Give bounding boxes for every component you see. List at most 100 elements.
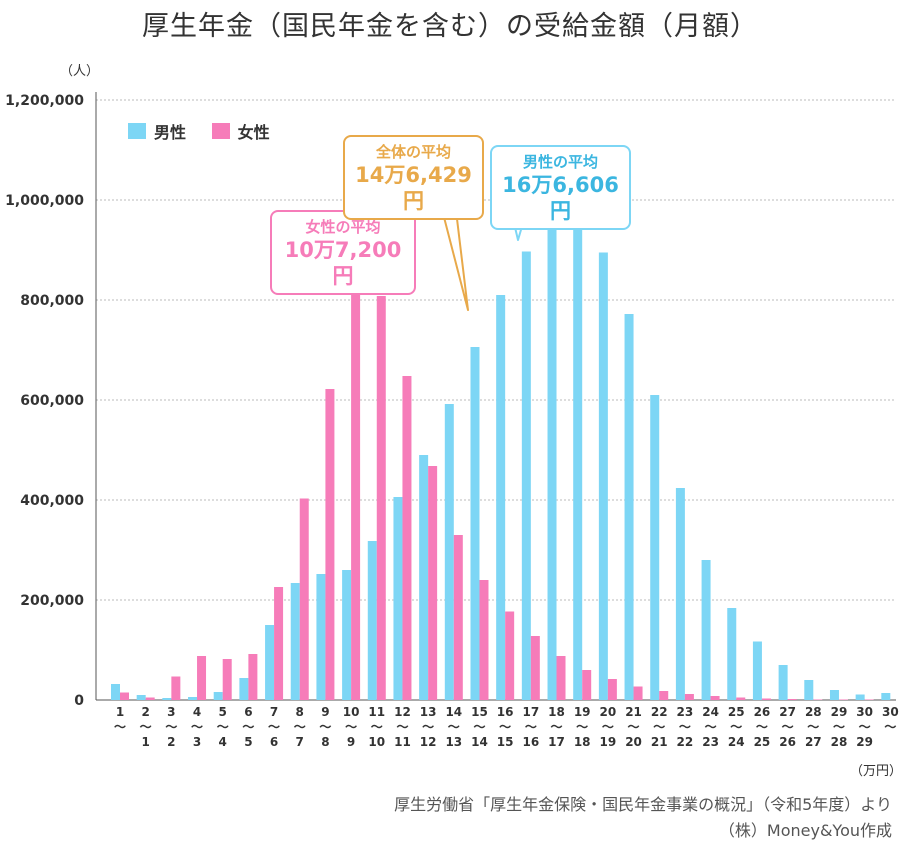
- x-tick-label: 28: [831, 735, 848, 749]
- bar-female: [505, 611, 515, 700]
- x-tick-label: 15: [471, 705, 488, 719]
- x-tick-label: 5: [219, 705, 227, 719]
- bar-male: [162, 698, 172, 700]
- bar-male: [547, 217, 557, 700]
- bar-female: [736, 697, 746, 700]
- bar-female: [402, 376, 412, 700]
- bar-female: [530, 636, 540, 700]
- x-tick-label: 16: [522, 735, 539, 749]
- x-tick-label: 20: [600, 705, 617, 719]
- bar-male: [624, 314, 634, 700]
- bar-female: [428, 466, 438, 700]
- x-tick-label: 〜: [730, 720, 742, 734]
- x-tick-label: 〜: [345, 720, 357, 734]
- x-tick-label: 13: [445, 735, 462, 749]
- bar-female: [222, 659, 232, 700]
- source-line-2: （株）Money&You作成: [718, 821, 892, 840]
- x-tick-label: 19: [574, 705, 591, 719]
- x-tick-label: 21: [625, 705, 642, 719]
- x-tick-label: 〜: [833, 720, 845, 734]
- y-axis-unit: （人）: [60, 64, 100, 79]
- callout-female-value: 10万7,200円: [284, 238, 402, 288]
- x-tick-label: 〜: [576, 720, 588, 734]
- x-tick-label: 20: [625, 735, 642, 749]
- bar-male: [573, 218, 583, 700]
- bar-female: [761, 698, 771, 700]
- x-tick-label: 〜: [602, 720, 614, 734]
- x-tick-label: 〜: [422, 720, 434, 734]
- x-tick-label: 24: [728, 735, 745, 749]
- bar-male: [829, 690, 839, 700]
- bar-male: [265, 625, 275, 700]
- bar-male: [342, 570, 352, 700]
- x-tick-label: 23: [702, 735, 719, 749]
- callout-male-label: 男性の平均: [522, 153, 598, 171]
- bar-female: [248, 654, 258, 700]
- bar-female: [145, 697, 155, 700]
- x-tick-label: 21: [651, 735, 668, 749]
- x-tick-label: 〜: [114, 720, 126, 734]
- callout-overall-label: 全体の平均: [375, 143, 451, 161]
- x-tick-label: 〜: [319, 720, 331, 734]
- x-tick-label: 4: [193, 705, 201, 719]
- bar-male: [419, 455, 429, 700]
- y-tick-label: 1,000,000: [5, 193, 84, 209]
- bar-male: [367, 541, 377, 700]
- x-tick-label: 〜: [653, 720, 665, 734]
- bar-female: [864, 699, 874, 700]
- x-tick-label: 25: [728, 705, 745, 719]
- y-tick-label: 200,000: [20, 593, 84, 609]
- x-tick-label: 〜: [165, 720, 177, 734]
- source-note: 厚生労働省「厚生年金保険・国民年金事業の概況」（令和5年度）より （株）Mone…: [394, 792, 892, 844]
- bar-male: [444, 404, 454, 700]
- x-tick-label: 6: [244, 705, 252, 719]
- x-tick-label: 27: [779, 705, 796, 719]
- x-tick-label: 15: [497, 735, 514, 749]
- bar-male: [239, 678, 249, 700]
- legend-label-male: 男性: [154, 123, 187, 142]
- bar-male: [521, 251, 531, 700]
- x-tick-label: 4: [219, 735, 227, 749]
- x-tick-label: 〜: [679, 720, 691, 734]
- callout-female-label: 女性の平均: [305, 218, 381, 236]
- x-tick-label: 26: [754, 705, 771, 719]
- bar-male: [290, 583, 300, 700]
- x-tick-label: 〜: [756, 720, 768, 734]
- x-tick-label: 22: [651, 705, 668, 719]
- bar-female: [120, 692, 129, 700]
- x-tick-label: 3: [167, 705, 175, 719]
- x-tick-label: 10: [343, 705, 360, 719]
- x-tick-label: 11: [368, 705, 385, 719]
- x-tick-label: 〜: [396, 720, 408, 734]
- callout-male-value: 16万6,606円: [502, 173, 619, 223]
- bar-female: [325, 389, 335, 700]
- x-tick-label: 〜: [859, 720, 871, 734]
- x-tick-label: 22: [677, 735, 694, 749]
- x-tick-label: 5: [244, 735, 252, 749]
- chart-title: 厚生年金（国民年金を含む）の受給金額（月額）: [142, 11, 758, 42]
- x-tick-label: 26: [779, 735, 796, 749]
- y-tick-label: 800,000: [20, 293, 84, 309]
- x-tick-label: 29: [856, 735, 873, 749]
- bar-female: [659, 691, 669, 700]
- bar-male: [778, 665, 788, 700]
- bar-female: [197, 656, 207, 700]
- x-tick-label: 7: [270, 705, 278, 719]
- x-tick-label: 9: [321, 705, 329, 719]
- callout-overall-average: 全体の平均 14万6,429円: [343, 135, 484, 220]
- legend-swatch-female: [211, 123, 230, 139]
- bar-female: [633, 686, 643, 700]
- bar-female: [684, 694, 694, 700]
- x-tick-label: 14: [445, 705, 462, 719]
- x-tick-label: 18: [548, 705, 565, 719]
- x-tick-label: 〜: [473, 720, 485, 734]
- x-tick-label: 〜: [628, 720, 640, 734]
- callout-male-average: 男性の平均 16万6,606円: [490, 145, 631, 230]
- bar-male: [188, 697, 198, 700]
- bar-male: [111, 684, 120, 700]
- y-tick-label: 400,000: [20, 493, 84, 509]
- x-tick-label: 〜: [191, 720, 203, 734]
- x-tick-label: 24: [702, 705, 719, 719]
- x-tick-label: 17: [548, 735, 565, 749]
- bar-male: [752, 641, 762, 700]
